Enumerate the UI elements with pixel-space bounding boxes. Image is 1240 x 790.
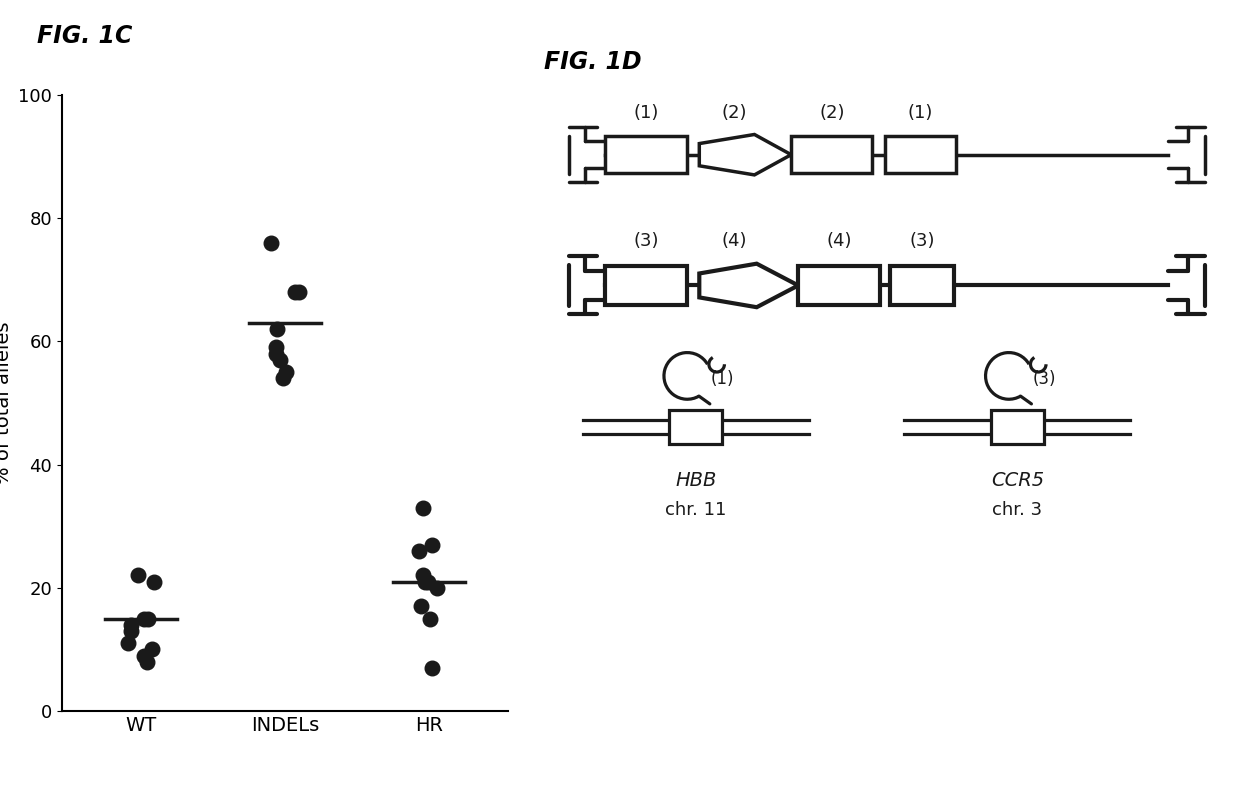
Text: (4): (4) [722, 232, 748, 250]
Text: HBB: HBB [675, 471, 717, 490]
Bar [605, 137, 687, 173]
Point [269, 353, 289, 366]
Point [423, 538, 443, 551]
Point [413, 569, 433, 581]
Bar [605, 265, 687, 305]
Point [134, 612, 154, 625]
Text: (3): (3) [634, 232, 658, 250]
Point [267, 341, 286, 354]
Point [419, 612, 439, 625]
Point [134, 649, 154, 662]
Bar [991, 410, 1044, 444]
Text: (3): (3) [909, 232, 935, 250]
Point [144, 575, 164, 588]
Bar [885, 137, 956, 173]
Point [413, 502, 433, 514]
Bar [890, 265, 954, 305]
Polygon shape [699, 264, 799, 307]
Polygon shape [699, 134, 791, 175]
Point [267, 322, 286, 335]
Y-axis label: % of total alleles: % of total alleles [0, 322, 12, 484]
Text: CCR5: CCR5 [991, 471, 1044, 490]
Point [428, 581, 448, 594]
Bar [791, 137, 873, 173]
Point [422, 661, 441, 674]
Text: (1): (1) [634, 104, 658, 122]
Point [119, 637, 139, 649]
Text: chr. 3: chr. 3 [992, 501, 1043, 519]
Point [141, 643, 161, 656]
Text: (2): (2) [820, 104, 844, 122]
Text: chr. 11: chr. 11 [665, 501, 727, 519]
Point [289, 286, 309, 299]
Bar [799, 265, 879, 305]
Point [138, 656, 157, 668]
Point [285, 286, 305, 299]
Text: (3): (3) [1032, 371, 1055, 389]
Point [262, 236, 281, 249]
Point [418, 575, 438, 588]
Point [273, 372, 293, 385]
Text: (2): (2) [722, 104, 748, 122]
Text: (4): (4) [826, 232, 852, 250]
Text: (1): (1) [711, 371, 734, 389]
Bar [670, 410, 722, 444]
Point [138, 612, 157, 625]
Point [128, 569, 148, 581]
Point [415, 575, 435, 588]
Point [267, 348, 286, 360]
Point [409, 544, 429, 557]
Text: (1): (1) [908, 104, 934, 122]
Point [122, 619, 141, 631]
Text: FIG. 1D: FIG. 1D [544, 50, 641, 74]
Point [122, 625, 141, 638]
Point [410, 600, 430, 612]
Text: FIG. 1C: FIG. 1C [37, 24, 133, 47]
Point [277, 366, 296, 378]
